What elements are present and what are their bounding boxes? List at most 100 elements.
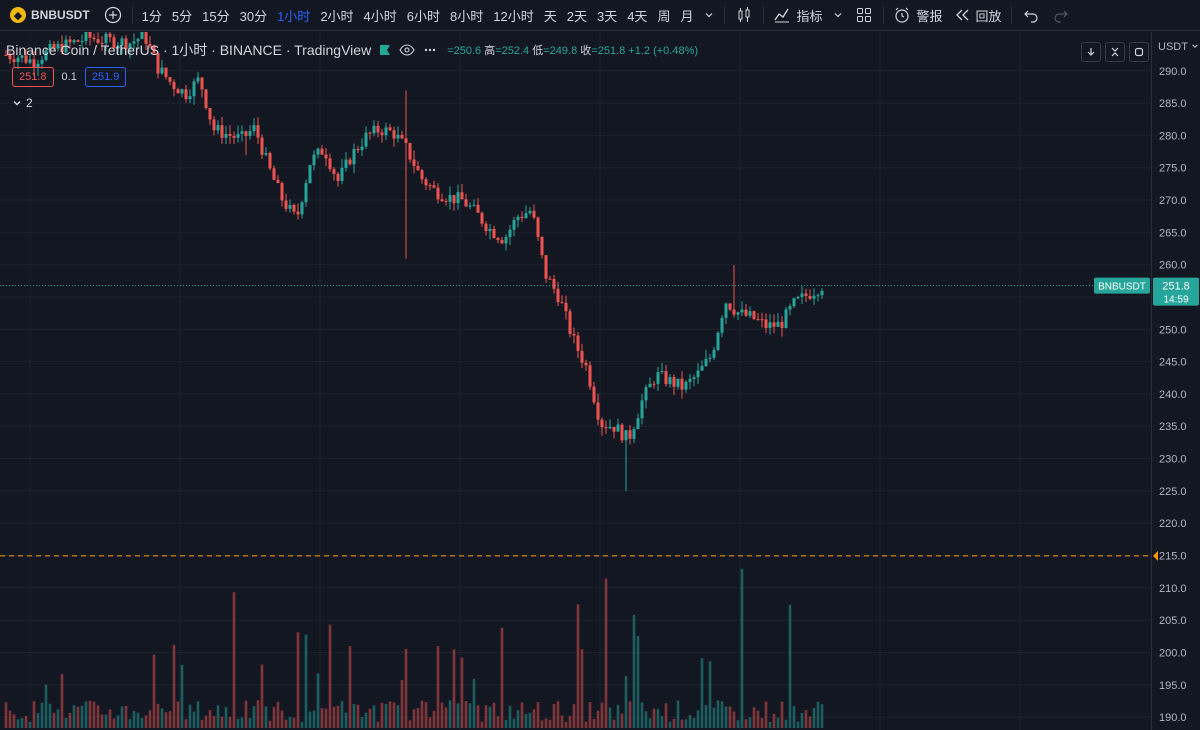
candle-body xyxy=(593,387,596,403)
volume-bar xyxy=(453,649,456,728)
candle-body xyxy=(553,279,556,289)
volume-bar xyxy=(577,604,580,728)
volume-bar xyxy=(429,717,432,728)
interval-button[interactable]: 30分 xyxy=(235,0,272,30)
candle-body xyxy=(697,371,700,378)
maximize-icon[interactable] xyxy=(1129,42,1149,62)
candle-body xyxy=(189,96,192,99)
volume-bar xyxy=(537,702,540,728)
price-tick-label: 270.0 xyxy=(1159,195,1187,207)
candle-body xyxy=(425,179,428,185)
indicators-icon xyxy=(773,6,791,24)
volume-bar xyxy=(397,705,400,728)
volume-bar xyxy=(77,707,80,728)
candle-body xyxy=(661,371,664,372)
interval-button[interactable]: 1分 xyxy=(137,0,167,30)
volume-bar xyxy=(777,718,780,728)
interval-button[interactable]: 8小时 xyxy=(445,0,488,30)
undo-icon[interactable] xyxy=(1016,0,1046,30)
interval-button[interactable]: 15分 xyxy=(197,0,234,30)
candle-body xyxy=(609,427,612,428)
sell-price-button[interactable]: 251.8 xyxy=(12,67,54,87)
candle-body xyxy=(269,153,272,168)
candle-body xyxy=(737,312,740,314)
interval-button[interactable]: 2小时 xyxy=(315,0,358,30)
interval-button[interactable]: 6小时 xyxy=(402,0,445,30)
volume-bar xyxy=(141,718,144,728)
candle-body xyxy=(517,217,520,220)
candle-body xyxy=(309,165,312,183)
candle-body xyxy=(225,134,228,138)
interval-button[interactable]: 2天 xyxy=(562,0,592,30)
interval-button[interactable]: 4小时 xyxy=(359,0,402,30)
candle-body xyxy=(173,82,176,89)
volume-bar xyxy=(221,717,224,728)
layout-grid-icon[interactable] xyxy=(849,0,879,30)
interval-button[interactable]: 3天 xyxy=(592,0,622,30)
volume-bar xyxy=(753,707,756,728)
replay-button[interactable]: 回放 xyxy=(948,0,1007,30)
volume-bar xyxy=(569,716,572,728)
volume-bar xyxy=(669,722,672,728)
volume-bar xyxy=(49,704,52,728)
candle-body xyxy=(193,81,196,96)
candle-body xyxy=(361,147,364,151)
volume-bar xyxy=(345,713,348,728)
redo-icon[interactable] xyxy=(1046,0,1076,30)
candle-body xyxy=(525,213,528,218)
volume-bar xyxy=(405,649,408,728)
chevron-down-icon[interactable] xyxy=(827,0,849,30)
candle-body xyxy=(505,237,508,243)
candle-body xyxy=(641,400,644,418)
interval-button[interactable]: 12小时 xyxy=(488,0,538,30)
alert-marker-icon[interactable] xyxy=(1153,551,1158,561)
candle-type-icon[interactable] xyxy=(729,0,759,30)
candle-body xyxy=(397,135,400,139)
price-axis[interactable]: 190.0 195.0 200.0 205.0 210.0 215.0 220.0 225.0… xyxy=(1151,32,1200,730)
candle-body xyxy=(337,174,340,181)
current-symbol-text: BNBUSDT xyxy=(1098,282,1146,293)
interval-button[interactable]: 周 xyxy=(652,0,675,30)
interval-button[interactable]: 月 xyxy=(675,0,698,30)
volume-bar xyxy=(113,719,116,728)
candle-body xyxy=(185,89,188,99)
compare-add-icon[interactable] xyxy=(98,0,128,30)
arrow-down-icon[interactable] xyxy=(1081,42,1101,62)
interval-button[interactable]: 1小时 xyxy=(272,0,315,30)
candlestick-chart[interactable]: BNBUSDT xyxy=(0,32,1151,730)
volume-bar xyxy=(521,702,524,728)
volume-bar xyxy=(613,720,616,728)
volume-bar xyxy=(641,702,644,728)
candle-body xyxy=(181,89,184,93)
interval-button[interactable]: 5分 xyxy=(167,0,197,30)
volume-bar xyxy=(129,719,132,728)
volume-bar xyxy=(173,645,176,728)
volume-bar xyxy=(65,718,68,728)
volume-bar xyxy=(105,715,108,728)
eye-icon[interactable] xyxy=(399,44,415,56)
chart-pane[interactable]: BNBUSDT xyxy=(0,32,1151,730)
indicators-collapse-toggle[interactable]: 2 xyxy=(12,96,33,110)
interval-button[interactable]: 4天 xyxy=(622,0,652,30)
candle-body xyxy=(485,224,488,231)
volume-bar xyxy=(665,703,668,728)
volume-bar xyxy=(625,676,628,728)
buy-price-button[interactable]: 251.9 xyxy=(85,67,127,87)
indicators-button[interactable]: 指标 xyxy=(768,0,827,30)
volume-bar xyxy=(717,700,720,728)
candle-body xyxy=(557,289,560,302)
currency-selector[interactable]: USDT xyxy=(1158,41,1199,53)
interval-button[interactable]: 天 xyxy=(539,0,562,30)
alerts-button[interactable]: 警报 xyxy=(888,0,947,30)
collapse-icon[interactable] xyxy=(1105,42,1125,62)
volume-bar xyxy=(93,702,96,728)
price-tick-label: 245.0 xyxy=(1159,357,1187,369)
candle-body xyxy=(753,311,756,319)
candle-body xyxy=(757,319,760,320)
symbol-search-button[interactable]: ◆ BNBUSDT xyxy=(0,0,98,30)
chevron-down-icon[interactable] xyxy=(698,0,720,30)
more-dots-icon[interactable] xyxy=(423,44,437,56)
volume-bar xyxy=(581,649,584,728)
candle-body xyxy=(393,130,396,138)
price-tick-label: 225.0 xyxy=(1159,486,1187,498)
